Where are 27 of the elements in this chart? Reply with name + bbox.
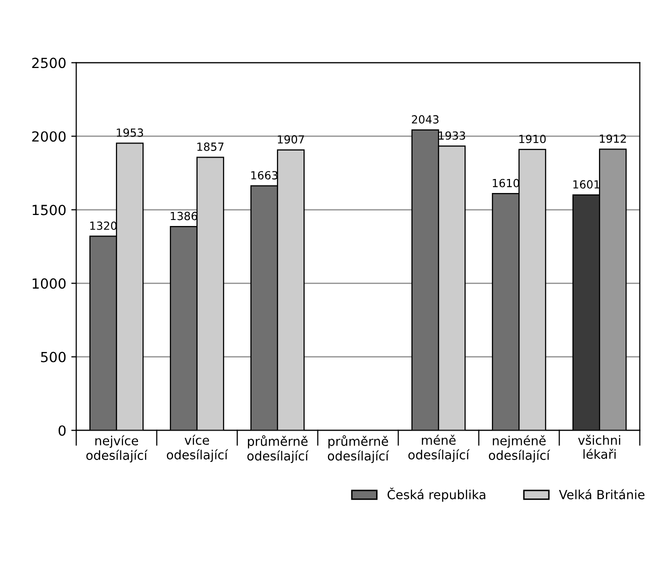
legend-label: Velká Británie — [558, 489, 644, 500]
y-tick-label: 0 — [58, 425, 66, 436]
data-label: 1910 — [519, 134, 546, 144]
y-tick-label: 2000 — [32, 131, 66, 142]
x-tick-label: nejméně odesílající — [488, 435, 550, 462]
x-tick-label: průměrně odesílající — [247, 435, 309, 464]
data-label: 1857 — [197, 142, 224, 151]
data-label: 2043 — [412, 115, 438, 124]
data-label: 1953 — [116, 128, 144, 137]
data-label: 1601 — [573, 180, 600, 189]
y-tick-label: 2500 — [32, 58, 66, 68]
data-label: 1386 — [170, 212, 198, 220]
legend-label: Česká republika — [388, 488, 486, 502]
x-tick-label: průměrně odesílající — [328, 435, 390, 464]
x-tick-label: všichni lékaři — [578, 434, 620, 459]
data-label: 1933 — [438, 131, 466, 140]
data-label: 1912 — [600, 134, 626, 143]
data-label: 1610 — [492, 178, 520, 188]
data-label: 1663 — [251, 171, 278, 180]
data-label: 1907 — [278, 135, 304, 144]
y-tick-label: 1500 — [32, 204, 66, 216]
y-tick-label: 500 — [41, 352, 66, 362]
x-tick-label: více odesílající — [166, 434, 228, 462]
y-tick-label: 1000 — [32, 278, 66, 289]
data-label: 1320 — [90, 222, 117, 230]
x-tick-label: méně odesílající — [408, 434, 470, 462]
x-tick-label: nejvíce odesílající — [86, 435, 148, 462]
